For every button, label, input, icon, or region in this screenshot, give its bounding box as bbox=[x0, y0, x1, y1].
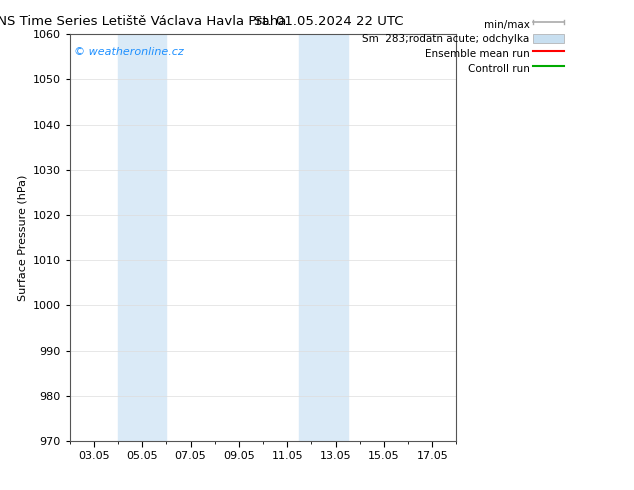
Text: Controll run: Controll run bbox=[467, 64, 529, 74]
Text: ENS Time Series Letiště Václava Havla Praha: ENS Time Series Letiště Václava Havla Pr… bbox=[0, 15, 287, 28]
Text: St. 01.05.2024 22 UTC: St. 01.05.2024 22 UTC bbox=[254, 15, 403, 28]
Text: Sm  283;rodatn acute; odchylka: Sm 283;rodatn acute; odchylka bbox=[362, 34, 529, 44]
Text: min/max: min/max bbox=[484, 20, 529, 29]
Bar bbox=[299, 34, 347, 441]
Text: Ensemble mean run: Ensemble mean run bbox=[425, 49, 529, 59]
Bar bbox=[118, 34, 166, 441]
Y-axis label: Surface Pressure (hPa): Surface Pressure (hPa) bbox=[17, 174, 27, 301]
Text: © weatheronline.cz: © weatheronline.cz bbox=[74, 47, 183, 56]
